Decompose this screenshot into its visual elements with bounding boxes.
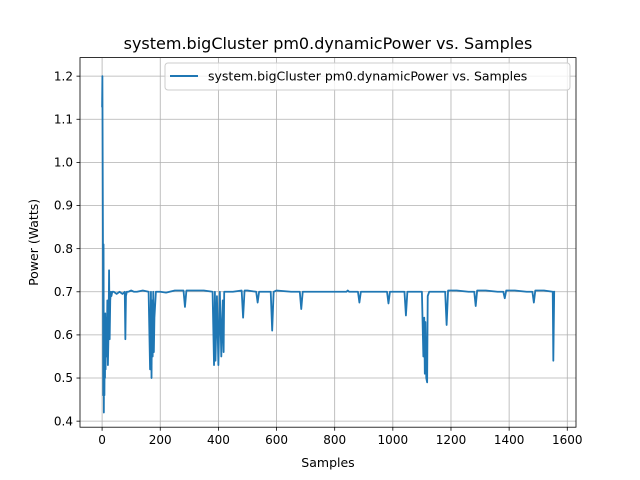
y-tick-label: 0.7 [54,285,73,299]
series-line-0 [101,75,556,414]
legend: system.bigCluster pm0.dynamicPower vs. S… [164,62,571,91]
legend-entry-label: system.bigCluster pm0.dynamicPower vs. S… [208,69,527,84]
y-axis-ticks: 0.4 0.5 0.6 0.7 0.8 0.9 1.0 1.1 1.2 [54,69,80,428]
plot-frame [79,57,577,428]
y-tick-label: 1.2 [54,69,73,83]
y-tick-label: 0.6 [54,328,73,342]
y-axis-label: Power (Watts) [26,199,41,286]
y-tick-label: 0.5 [54,371,73,385]
x-tick-label: 400 [207,433,230,447]
x-tick-label: 0 [98,433,106,447]
x-tick-label: 800 [323,433,346,447]
x-tick-label: 600 [265,433,288,447]
y-tick-label: 1.1 [54,112,73,126]
legend-box [164,62,571,91]
y-tick-label: 1.0 [54,156,73,170]
y-tick-label: 0.4 [54,414,73,428]
x-tick-label: 1600 [552,433,583,447]
series-layer [101,75,556,414]
x-axis-ticks: 0 200 400 600 800 1000 1200 1400 1600 [98,427,583,447]
x-axis-label: Samples [301,455,354,470]
x-tick-label: 1200 [436,433,467,447]
y-tick-label: 0.9 [54,199,73,213]
x-tick-label: 1000 [378,433,409,447]
x-tick-label: 1400 [494,433,525,447]
chart-title: system.bigCluster pm0.dynamicPower vs. S… [124,34,533,53]
y-tick-label: 0.8 [54,242,73,256]
grid [80,57,576,428]
x-tick-label: 200 [149,433,172,447]
